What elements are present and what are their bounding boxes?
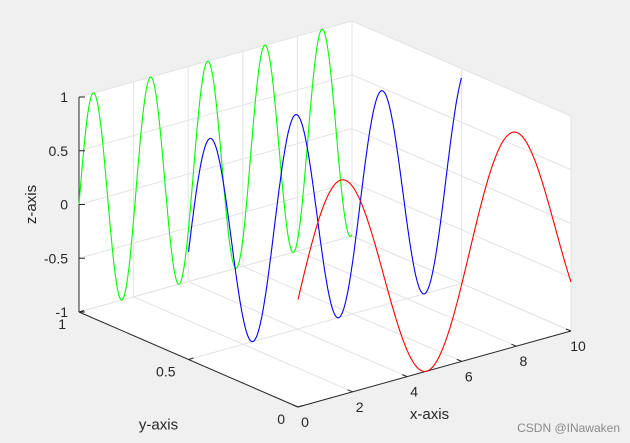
grid-line — [351, 181, 572, 278]
x-tick-mark — [292, 404, 299, 408]
series-line — [297, 131, 572, 373]
grid-line — [78, 20, 353, 98]
x-tick-label: 8 — [520, 353, 528, 369]
grid-line — [78, 235, 353, 313]
x-tick-mark — [565, 328, 572, 332]
y-axis-label: y-axis — [139, 417, 178, 434]
watermark: CSDN @INawaken — [517, 421, 620, 435]
x-axis-line — [297, 330, 572, 408]
x-tick-label: 2 — [356, 399, 364, 415]
grid-line — [351, 74, 572, 171]
grid-line — [351, 128, 572, 224]
x-tick-mark — [347, 389, 353, 393]
y-tick-label: 1 — [58, 316, 66, 332]
grid-line — [188, 283, 462, 360]
z-axis-label: z-axis — [23, 185, 40, 224]
x-tick-label: 10 — [570, 338, 586, 354]
axes-grid — [78, 20, 572, 408]
grid-line — [78, 181, 353, 259]
x-axis-label: x-axis — [410, 406, 449, 423]
x-tick-mark — [402, 374, 408, 378]
x-tick-mark — [456, 358, 462, 362]
plot-curves — [78, 28, 572, 373]
y-tick-label: 0 — [277, 411, 285, 427]
y-tick-mark — [297, 405, 304, 408]
y-tick-label: 0.5 — [156, 364, 176, 380]
series-line — [187, 77, 463, 343]
z-tick-label: 0.5 — [49, 143, 69, 159]
z-tick-label: -0.5 — [44, 250, 68, 266]
grid-line — [351, 20, 572, 117]
z-tick-label: 0 — [60, 197, 68, 213]
x-tick-mark — [511, 343, 517, 347]
z-tick-label: -1 — [56, 304, 69, 320]
x-tick-label: 0 — [301, 414, 309, 430]
grid-line — [78, 74, 353, 152]
y-tick-mark — [188, 357, 194, 360]
x-tick-label: 4 — [410, 384, 418, 400]
x-tick-label: 6 — [465, 368, 473, 384]
series-line — [78, 28, 353, 301]
z-tick-label: 1 — [60, 89, 68, 105]
